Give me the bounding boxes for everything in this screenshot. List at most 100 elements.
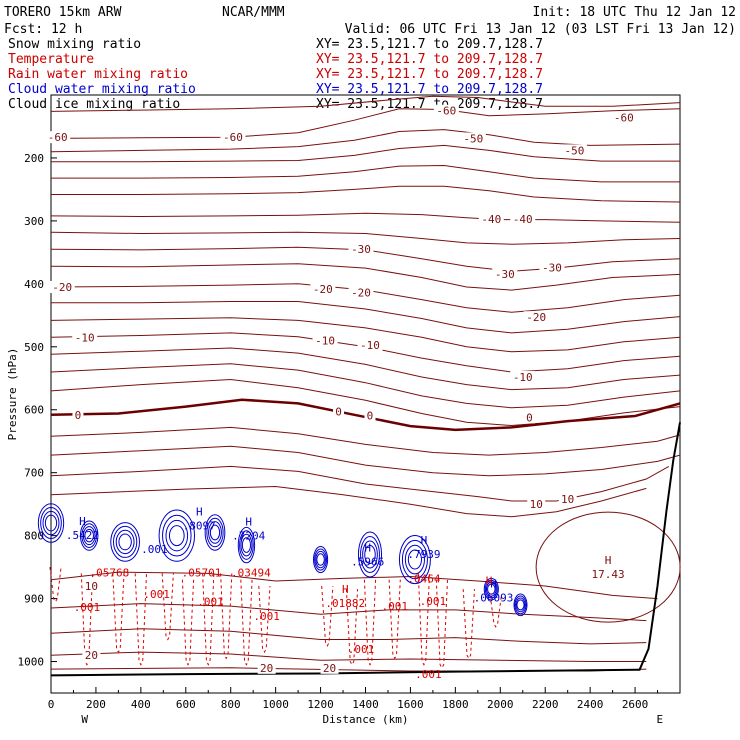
- isotherm-label: 0: [526, 411, 533, 424]
- isotherm-line: [51, 144, 680, 163]
- org-title: NCAR/MMM: [222, 5, 285, 20]
- isotherm-label-bg: [523, 311, 549, 324]
- isotherm-label: -60: [48, 131, 68, 144]
- x-tick-label: 1400: [352, 698, 379, 711]
- y-tick-label: 900: [24, 593, 44, 606]
- y-tick-label: 400: [24, 278, 44, 291]
- contour-value-label: .001: [74, 601, 101, 614]
- cloud-water-contour: [168, 525, 185, 547]
- extremum-value: .001: [141, 543, 168, 556]
- isotherm-line: [50, 445, 681, 477]
- isotherm-label-bg: [82, 579, 101, 592]
- isotherm-label: 0: [335, 406, 342, 419]
- extremum-marker: H: [342, 583, 349, 596]
- extremum-marker: H: [486, 574, 493, 587]
- isotherm-label: 20: [260, 662, 273, 675]
- cloud-water-contour: [162, 514, 192, 557]
- init-time: Init: 18 UTC Thu 12 Jan 12: [533, 5, 737, 20]
- legend-xy: XY= 23.5,121.7 to 209.7,128.7: [316, 97, 543, 112]
- isotherm-label-bg: [492, 267, 518, 280]
- legend-xy: XY= 23.5,121.7 to 209.7,128.7: [316, 67, 543, 82]
- isotherm-label-bg: [523, 411, 535, 424]
- contour-value-label: .001: [348, 643, 375, 656]
- extremum-value: .5966: [351, 556, 384, 569]
- isotherm-line: [50, 129, 681, 153]
- isotherm-line: [50, 603, 647, 622]
- isotherm-label: 20: [85, 649, 98, 662]
- isotherm-label-bg: [72, 331, 98, 344]
- cloud-water-contour: [398, 535, 431, 585]
- model-title: TORERO 15km ARW: [4, 5, 122, 20]
- legend-xy: XY= 23.5,121.7 to 209.7,128.7: [316, 82, 543, 97]
- contour-value-label: .001: [197, 596, 224, 609]
- x-end-label-west: W: [81, 713, 88, 726]
- isotherm-label: 10: [530, 498, 543, 511]
- x-tick-label: 2400: [577, 698, 604, 711]
- extremum-value: .05768: [90, 566, 130, 579]
- isotherm-line: [50, 651, 647, 662]
- cloud-water-contour: [81, 523, 97, 548]
- isotherm-label-bg: [220, 131, 246, 144]
- extremum-value: .7204: [232, 530, 265, 543]
- isotherm-line: [50, 485, 647, 518]
- isotherm-label-bg: [45, 131, 71, 144]
- extremum-marker: H: [490, 577, 497, 590]
- isotherm-label-bg: [510, 213, 536, 226]
- rain-water-contour: [435, 579, 448, 669]
- isotherm-label: -40: [513, 213, 533, 226]
- legend-label: Cloud water mixing ratio: [8, 82, 196, 97]
- terrain-line: [50, 422, 681, 677]
- isotherm-label-bg: [460, 132, 486, 145]
- isotherm-label: 0: [367, 409, 374, 422]
- isotherm-label: 10: [561, 493, 574, 506]
- isotherm-label-bg: [539, 261, 565, 274]
- cloud-water-contour: [118, 533, 132, 551]
- rain-water-contour: [49, 567, 62, 603]
- isotherm-label: -20: [526, 311, 546, 324]
- isotherm-label: -60: [223, 131, 243, 144]
- extremum-value: .03494: [231, 566, 271, 579]
- isotherm-label: -10: [75, 331, 95, 344]
- y-tick-label: 600: [24, 404, 44, 417]
- isotherm-line: [50, 628, 647, 645]
- isotherm-label-bg: [333, 405, 345, 418]
- x-tick-label: 400: [131, 698, 151, 711]
- isotherm-label-bg: [478, 213, 504, 226]
- isotherm-label-bg: [312, 334, 338, 347]
- x-end-label-east: E: [656, 713, 663, 726]
- isotherm-line: [50, 363, 681, 409]
- isotherm-label: -60: [614, 112, 634, 125]
- isotherm-label-bg: [257, 661, 276, 674]
- isotherm-line: [50, 283, 681, 313]
- rain-water-contour: [202, 573, 215, 666]
- isotherm-line: [50, 571, 658, 600]
- isotherm-label: 0: [75, 409, 82, 422]
- y-axis-title: Pressure (hPa): [6, 348, 19, 441]
- isotherm-label: -60: [436, 105, 456, 118]
- extremum-value: .5422: [66, 529, 99, 542]
- isotherm-label: -30: [495, 268, 515, 281]
- extremum-marker: H: [245, 516, 252, 529]
- x-tick-label: 200: [86, 698, 106, 711]
- isotherm-label-bg: [320, 661, 339, 674]
- cloud-water-contour: [112, 525, 138, 558]
- isotherm-line: [51, 301, 681, 334]
- cloud-water-contour: [79, 520, 99, 551]
- cloud-water-contour: [485, 581, 497, 597]
- legend-label: Temperature: [8, 52, 94, 67]
- isotherm-label-bg: [82, 649, 101, 662]
- legend-xy: XY= 23.5,121.7 to 209.7,128.7: [316, 37, 543, 52]
- isotherm-line: [50, 378, 681, 427]
- x-tick-label: 1200: [307, 698, 334, 711]
- extremum-value: .01882: [325, 597, 365, 610]
- zero-isotherm: [50, 398, 681, 432]
- cloud-water-contour: [84, 528, 94, 543]
- cloud-water-contour: [158, 509, 196, 562]
- x-tick-label: 2600: [622, 698, 649, 711]
- x-tick-label: 1600: [397, 698, 424, 711]
- extremum-marker: H: [196, 506, 203, 519]
- rain-water-contour: [161, 573, 174, 641]
- contour-value-label: .001: [381, 600, 408, 613]
- rain-water-contour: [181, 579, 195, 666]
- x-tick-label: 2000: [487, 698, 514, 711]
